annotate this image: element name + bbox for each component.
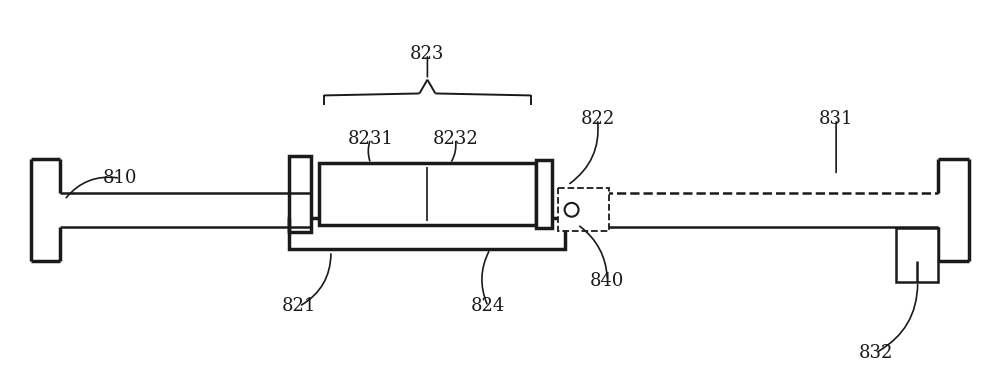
- Text: 8231: 8231: [348, 130, 394, 148]
- Bar: [896, 227, 938, 282]
- Text: 8232: 8232: [432, 130, 478, 148]
- Bar: [558, 188, 609, 232]
- Text: 821: 821: [282, 297, 316, 315]
- Text: 831: 831: [819, 110, 853, 128]
- Text: 823: 823: [410, 45, 445, 63]
- Text: 822: 822: [580, 110, 615, 128]
- Bar: [319, 163, 536, 225]
- Text: 840: 840: [590, 272, 625, 290]
- Bar: [289, 218, 565, 249]
- Text: 824: 824: [471, 297, 505, 315]
- Text: 810: 810: [103, 169, 137, 187]
- Bar: [289, 156, 311, 232]
- Bar: [536, 159, 552, 229]
- Text: 832: 832: [859, 344, 893, 362]
